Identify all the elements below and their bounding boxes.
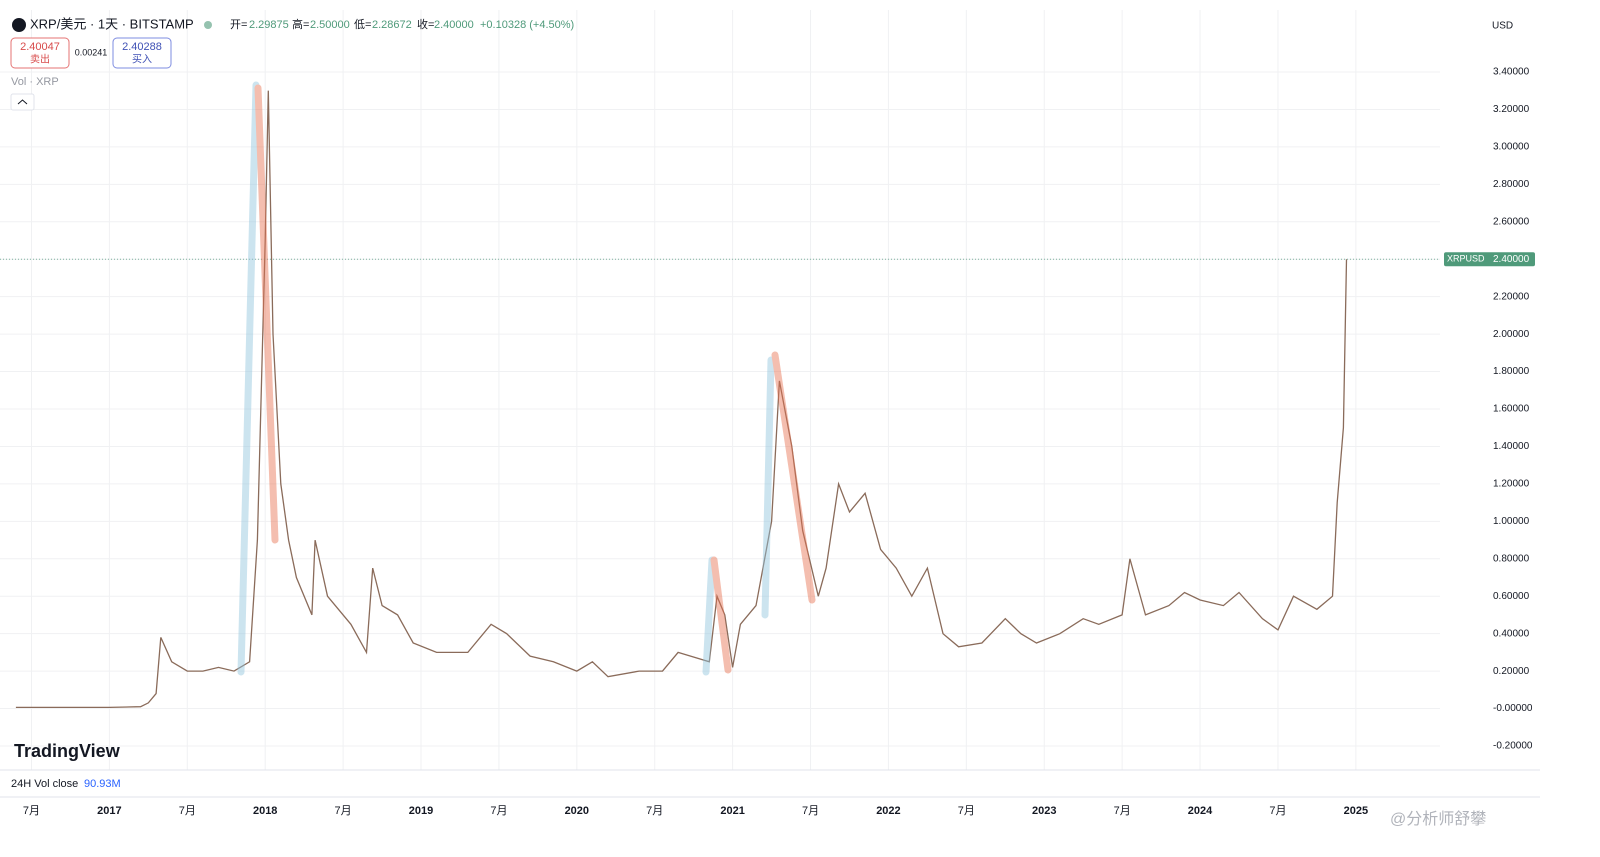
y-tick-label: -0.00000 <box>1493 703 1533 714</box>
y-tick-label: 2.20000 <box>1493 291 1530 302</box>
high: 2.50000 <box>310 19 350 31</box>
y-tick-label: 3.40000 <box>1493 67 1530 78</box>
x-tick-label: 7月 <box>23 805 40 817</box>
symbol[interactable]: XRP/美元 · 1天 · BITSTAMP <box>30 16 194 31</box>
symbol-icon <box>12 18 26 32</box>
x-tick-label: 2019 <box>409 805 433 817</box>
y-tick-label: 0.40000 <box>1493 628 1530 639</box>
y-tick-label: 1.40000 <box>1493 441 1530 452</box>
currency[interactable]: USD <box>1492 21 1513 32</box>
y-tick-label: 0.20000 <box>1493 666 1530 677</box>
sell-button[interactable] <box>10 37 70 69</box>
y-tick-label: 1.00000 <box>1493 516 1530 527</box>
x-tick-label: 7月 <box>1269 805 1286 817</box>
y-tick-label: 2.80000 <box>1493 179 1530 190</box>
x-tick-label: 7月 <box>646 805 663 817</box>
x-tick-label: 2017 <box>97 805 121 817</box>
last-price-tag <box>1444 252 1535 267</box>
buy-button[interactable] <box>112 37 172 69</box>
pane-value: 90.93M <box>84 778 121 790</box>
y-tick-label: 2.00000 <box>1493 329 1530 340</box>
x-tick-label: 7月 <box>490 805 507 817</box>
x-tick-label: 2021 <box>720 805 744 817</box>
y-tick-label: -0.20000 <box>1493 741 1533 752</box>
y-tick-label: 1.20000 <box>1493 479 1530 490</box>
x-tick-label: 2025 <box>1344 805 1368 817</box>
open: 2.29875 <box>249 19 289 31</box>
sell-label[interactable]: 卖出 <box>30 53 50 66</box>
x-tick-label: 2020 <box>565 805 589 817</box>
last-price-name: XRPUSD <box>1447 254 1485 264</box>
x-tick-label: 7月 <box>179 805 196 817</box>
y-tick-label: 1.80000 <box>1493 366 1530 377</box>
y-tick-label: 2.60000 <box>1493 216 1530 227</box>
spread: 0.00241 <box>75 47 108 57</box>
x-tick-label: 2023 <box>1032 805 1056 817</box>
y-tick-label: 0.80000 <box>1493 553 1530 564</box>
high-label: 高= <box>292 17 309 31</box>
collapse-button[interactable] <box>10 93 35 111</box>
change: +0.10328 (+4.50%) <box>480 19 574 31</box>
y-tick-label: 3.20000 <box>1493 104 1530 115</box>
annotations <box>237 81 816 676</box>
currency-select[interactable] <box>1485 16 1540 36</box>
x-tick-label: 7月 <box>1114 805 1131 817</box>
buy-price[interactable]: 2.40288 <box>122 41 162 53</box>
x-tick-label: 2022 <box>876 805 900 817</box>
close-label: 收= <box>417 17 434 31</box>
price-line <box>15 90 1348 709</box>
low-label: 低= <box>354 18 371 31</box>
last-price-label: 2.40000 <box>1493 254 1530 265</box>
x-tick-label: 7月 <box>802 805 819 817</box>
sell-price[interactable]: 2.40047 <box>20 41 60 53</box>
logo[interactable]: TradingView <box>14 741 121 761</box>
x-tick-label: 7月 <box>335 805 352 817</box>
y-tick-label: 1.60000 <box>1493 404 1530 415</box>
watermark: @分析师舒攀 <box>1390 810 1486 828</box>
collapse-icon <box>17 99 28 105</box>
close: 2.40000 <box>434 19 474 31</box>
y-tick-label: 3.00000 <box>1493 142 1530 153</box>
pane-label: 24H Vol close <box>11 778 78 790</box>
x-tick-label: 2018 <box>253 805 277 817</box>
plot: -0.20000 -0.00000 0.20000 0.40000 0.60000 0.8… <box>0 10 1535 817</box>
x-tick-label: 2024 <box>1188 805 1213 817</box>
x-tick-label: 7月 <box>958 805 975 817</box>
open-label: 开= <box>230 19 247 31</box>
vol-label: Vol · XRP <box>11 76 59 88</box>
status-dot <box>204 21 212 29</box>
buy-label[interactable]: 买入 <box>132 54 152 66</box>
low: 2.28672 <box>372 19 412 31</box>
y-tick-label: 0.60000 <box>1493 591 1530 602</box>
